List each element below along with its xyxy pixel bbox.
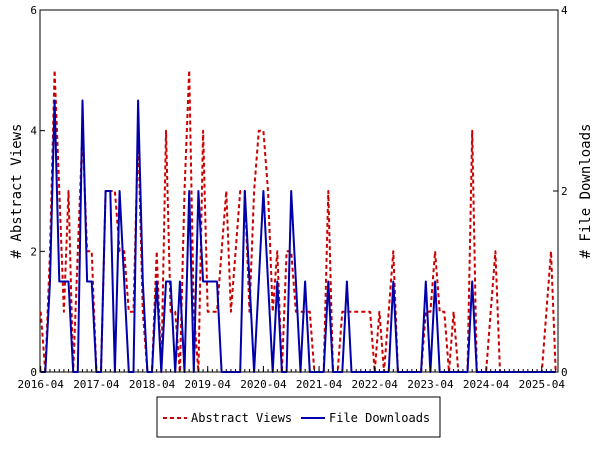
x-axis: 2016-04 2017-04 2018-04 2019-04 2020-04 2021-… — [18, 366, 566, 391]
y-left-tick-label: 2 — [30, 245, 37, 258]
plot-area: 2016-04 2017-04 2018-04 2019-04 2020-04 2021-… — [18, 4, 568, 391]
x-tick-label: 2025-04 — [519, 378, 566, 391]
y-axis-left: 0 2 4 6 — [30, 4, 45, 379]
y-right-tick-label: 0 — [561, 366, 568, 379]
y-axis-title-left: # Abstract Views — [9, 124, 25, 259]
y-axis-title-right: # File Downloads — [578, 124, 594, 259]
x-tick-label: 2023-04 — [407, 378, 454, 391]
x-tick-label: 2021-04 — [296, 378, 343, 391]
x-tick-label: 2022-04 — [352, 378, 399, 391]
x-tick-label: 2024-04 — [463, 378, 510, 391]
y-left-tick-label: 0 — [30, 366, 37, 379]
x-tick-label: 2016-04 — [18, 378, 65, 391]
legend: Abstract Views File Downloads — [156, 396, 441, 438]
legend-label-file-downloads: File Downloads — [329, 411, 430, 425]
series-line-file-downloads — [40, 99, 556, 373]
x-tick-label: 2019-04 — [185, 378, 232, 391]
x-tick-label: 2017-04 — [73, 378, 120, 391]
y-right-tick-label: 2 — [561, 185, 568, 198]
series-line-abstract-views — [39, 69, 557, 373]
y-right-tick-label: 4 — [561, 4, 568, 17]
y-left-tick-label: 6 — [30, 4, 37, 17]
plot-frame — [39, 9, 559, 373]
legend-box — [156, 396, 441, 438]
series-layer — [39, 69, 557, 373]
x-tick-label: 2018-04 — [129, 378, 176, 391]
y-axis-right: 0 2 4 — [553, 4, 568, 379]
x-tick-label: 2020-04 — [240, 378, 287, 391]
legend-label-abstract-views: Abstract Views — [191, 411, 292, 425]
y-left-tick-label: 4 — [30, 125, 37, 138]
